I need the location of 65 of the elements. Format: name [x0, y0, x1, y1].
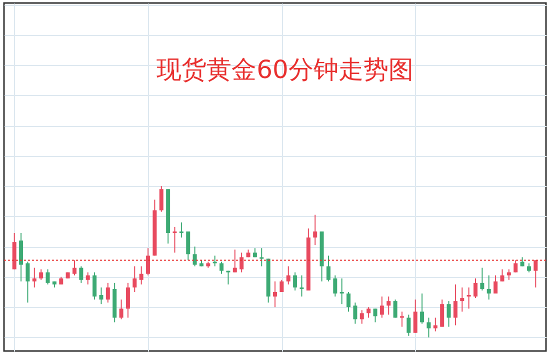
candlestick	[520, 256, 524, 267]
candlestick	[534, 260, 538, 288]
candlestick	[420, 293, 424, 324]
candlestick	[333, 274, 338, 298]
candlestick	[353, 302, 358, 324]
candlestick	[293, 272, 298, 291]
candlestick	[99, 286, 104, 305]
candlestick	[494, 274, 498, 294]
candlestick	[179, 222, 184, 238]
candlestick	[132, 266, 137, 292]
candlestick	[514, 260, 518, 273]
candlestick	[260, 248, 264, 267]
candlestick	[126, 282, 130, 318]
candlestick	[413, 299, 418, 334]
candlestick	[39, 268, 44, 280]
candlestick	[172, 226, 177, 254]
candlestick	[46, 268, 50, 285]
candlestick	[346, 291, 351, 312]
candlestick	[86, 272, 90, 285]
candlestick	[506, 268, 511, 280]
candlestick	[340, 278, 344, 305]
candlestick	[192, 246, 197, 267]
candlestick	[226, 270, 230, 285]
candlestick	[386, 296, 391, 316]
candlestick	[119, 299, 124, 320]
candlestick	[72, 260, 76, 276]
chart-title: 现货黄金60分钟走势图	[156, 55, 414, 84]
candlestick	[232, 249, 237, 273]
candlestick	[393, 299, 398, 318]
candlestick	[466, 286, 471, 310]
candlestick	[32, 267, 36, 288]
candlestick	[186, 230, 190, 261]
candlestick	[92, 272, 97, 300]
candlestick	[300, 274, 304, 298]
candlestick	[406, 314, 411, 336]
candlestick	[240, 252, 244, 273]
candlestick	[212, 255, 217, 267]
candlestick	[26, 261, 30, 304]
candlestick	[400, 311, 404, 328]
candlestick	[273, 280, 277, 308]
candlestick	[139, 266, 144, 285]
candlestick	[486, 274, 491, 300]
candlestick	[440, 299, 444, 328]
candlestick	[480, 267, 484, 291]
candlestick	[106, 282, 110, 304]
candlestick	[313, 214, 318, 246]
candlestick	[446, 300, 451, 328]
candlestick	[380, 296, 384, 318]
candlestick	[220, 261, 224, 274]
candlestick	[373, 308, 378, 323]
candlestick	[326, 255, 330, 282]
candlestick	[474, 278, 478, 299]
candlestick	[286, 266, 290, 285]
candlestick	[146, 248, 150, 276]
candlestick	[526, 262, 531, 273]
candlestick	[159, 186, 164, 212]
candlestick	[460, 286, 464, 312]
candlestick	[453, 284, 458, 326]
candlestick	[79, 266, 84, 284]
candlestick	[500, 268, 504, 282]
candlestick	[426, 317, 431, 338]
candlestick	[360, 310, 364, 324]
candlestick	[433, 317, 438, 332]
candlestick	[280, 279, 284, 292]
candlestick	[366, 306, 371, 318]
